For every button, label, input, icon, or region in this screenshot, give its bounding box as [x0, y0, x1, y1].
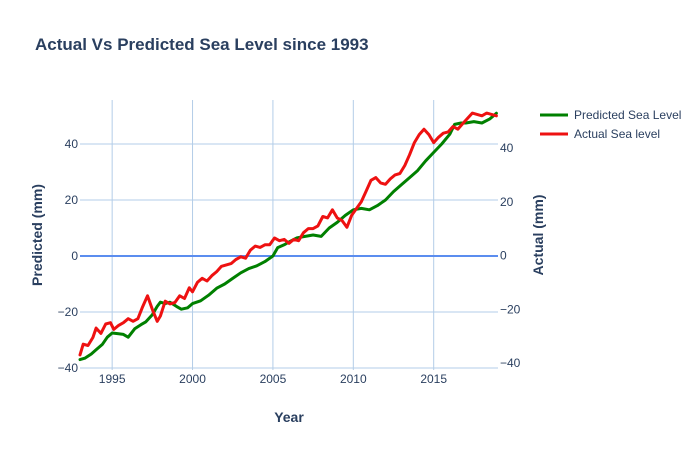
x-axis-ticks: 1995 2000 2005 2010 2015: [99, 372, 448, 386]
y-axis-left-ticks: −40 −20 0 20 40: [58, 137, 79, 375]
y-axis-left-title: Predicted (mm): [29, 184, 45, 286]
plot-series: [78, 111, 498, 362]
predicted-sea-level-line: [78, 111, 498, 362]
y-right-tick-label: 20: [500, 195, 514, 209]
chart-title: Actual Vs Predicted Sea Level since 1993: [35, 35, 369, 54]
y-left-tick-label: 20: [65, 193, 79, 207]
x-tick-label: 2015: [420, 372, 447, 386]
x-axis-title: Year: [274, 409, 304, 425]
x-tick-label: 2010: [340, 372, 367, 386]
grid-lines: [80, 100, 498, 370]
y-axis-right-title: Actual (mm): [530, 195, 546, 276]
y-left-tick-label: 40: [65, 137, 79, 151]
actual-sea-level-legend-label: Actual Sea level: [574, 127, 660, 141]
y-right-tick-label: −40: [500, 356, 521, 370]
x-tick-label: 1995: [99, 372, 126, 386]
y-right-tick-label: 40: [500, 141, 514, 155]
y-axis-right-ticks: −40 −20 0 20 40: [500, 141, 521, 370]
predicted-sea-level-legend-label: Predicted Sea Level: [574, 108, 681, 122]
actual-sea-level-line: [78, 111, 498, 357]
y-left-tick-label: 0: [71, 249, 78, 263]
y-right-tick-label: −20: [500, 302, 521, 316]
y-left-tick-label: −20: [58, 305, 79, 319]
x-tick-label: 2000: [179, 372, 206, 386]
legend: Predicted Sea Level Actual Sea level: [540, 108, 681, 141]
y-right-tick-label: 0: [500, 249, 507, 263]
y-left-tick-label: −40: [58, 361, 79, 375]
x-tick-label: 2005: [260, 372, 287, 386]
